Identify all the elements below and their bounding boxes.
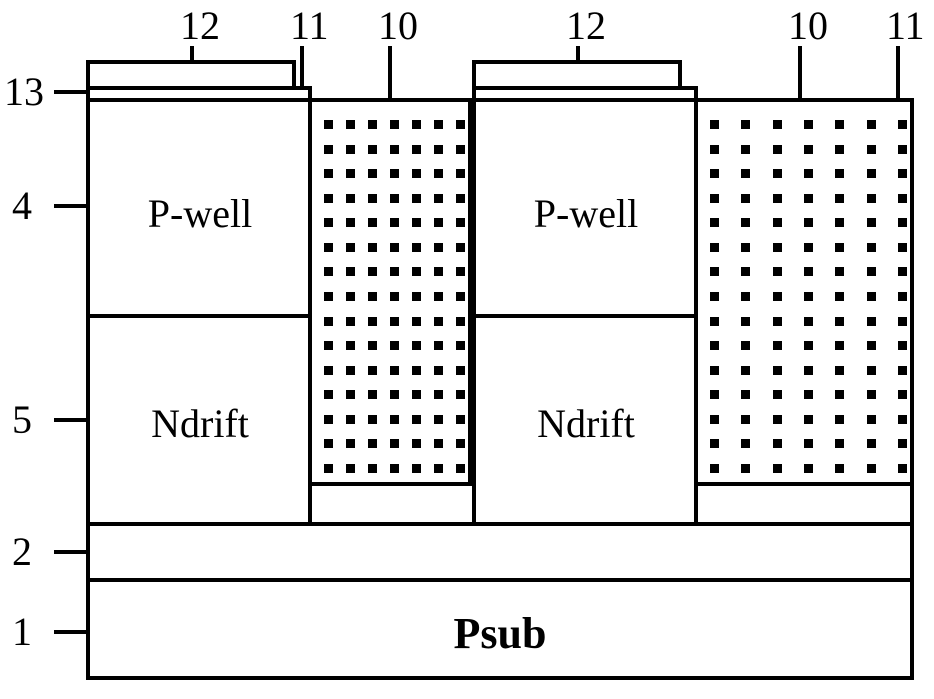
label-2: 2 xyxy=(12,528,32,575)
ndrift-2-label: Ndrift xyxy=(516,400,656,447)
label-5-lead xyxy=(54,418,86,422)
label-11b-lead xyxy=(896,46,900,98)
label-4-lead xyxy=(54,204,86,208)
ndrift-1-label: Ndrift xyxy=(130,400,270,447)
label-10b: 10 xyxy=(788,2,828,49)
label-12b: 12 xyxy=(566,2,606,49)
label-11a-lead xyxy=(300,46,304,86)
label-12b-lead xyxy=(576,46,580,60)
pwell-2-label: P-well xyxy=(516,190,656,237)
label-12a-lead xyxy=(190,46,194,60)
trench-1 xyxy=(308,98,472,486)
label-11a: 11 xyxy=(290,2,329,49)
psub-label: Psub xyxy=(440,608,560,659)
pwell-1-label: P-well xyxy=(130,190,270,237)
oxide-2 xyxy=(472,86,698,102)
label-12a: 12 xyxy=(180,2,220,49)
label-1-lead xyxy=(54,630,86,634)
label-11b: 11 xyxy=(886,2,925,49)
label-5: 5 xyxy=(12,396,32,443)
label-2-lead xyxy=(54,550,86,554)
label-10a-lead xyxy=(388,46,392,98)
oxide-1 xyxy=(86,86,312,102)
label-13: 13 xyxy=(4,68,44,115)
label-10b-lead xyxy=(798,46,802,98)
label-13-lead xyxy=(54,90,86,94)
trench-2 xyxy=(694,98,914,486)
layer-2-region xyxy=(86,522,914,582)
label-1: 1 xyxy=(12,608,32,655)
label-10a: 10 xyxy=(378,2,418,49)
label-4: 4 xyxy=(12,182,32,229)
